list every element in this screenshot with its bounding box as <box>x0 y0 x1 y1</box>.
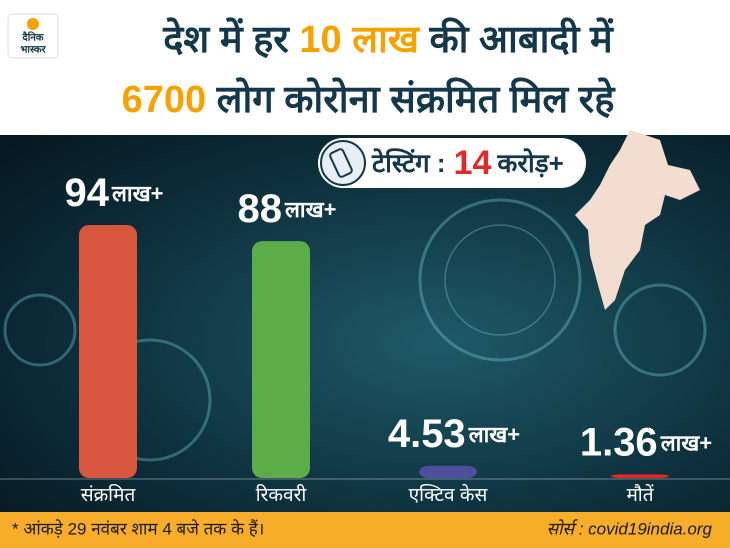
logo-line2: भास्कर <box>20 45 46 56</box>
title-line-2: 6700 लोग कोरोना संक्रमित मिल रहे <box>122 77 617 121</box>
india-map <box>575 130 700 310</box>
value-label: 4.53 लाख+ <box>388 411 520 455</box>
logo: दैनिक भास्कर <box>7 13 59 59</box>
testing-unit: करोड़+ <box>496 148 563 178</box>
title-part: देश में हर <box>162 17 299 61</box>
title-highlight: 10 लाख <box>299 19 420 61</box>
header-bg <box>0 0 730 135</box>
title-highlight: 6700 <box>122 79 207 121</box>
bar <box>79 225 137 478</box>
title-part: लोग कोरोना संक्रमित मिल रहे <box>206 77 616 121</box>
category-label: संक्रमित <box>81 483 137 506</box>
footer-bg <box>0 512 730 548</box>
value-unit: लाख+ <box>111 181 163 206</box>
value-label: 94 लाख+ <box>65 171 164 215</box>
value-label: 1.36 लाख+ <box>580 420 712 464</box>
testing-label: टेस्टिंग : <box>371 148 446 178</box>
category-label: एक्टिव केस <box>409 483 489 506</box>
bar <box>252 241 310 478</box>
title-line-1: देश में हर 10 लाख की आबादी में <box>162 17 614 61</box>
value-label: 88 लाख+ <box>238 187 337 231</box>
plot: 94 लाख+संक्रमित88 लाख+रिकवरी4.53 लाख+एक्टिव… <box>65 171 713 506</box>
value-number: 94 <box>65 171 110 215</box>
value-unit: लाख+ <box>660 430 712 455</box>
value-number: 4.53 <box>388 411 466 455</box>
value-unit: लाख+ <box>284 197 336 222</box>
value-number: 88 <box>238 187 283 231</box>
title-part: की आबादी में <box>419 17 614 61</box>
value-unit: लाख+ <box>468 422 520 447</box>
testing-badge: टेस्टिंग : 14 करोड़+ <box>318 138 586 188</box>
testing-value: 14 <box>454 144 492 182</box>
category-label: मौतें <box>626 483 654 506</box>
logo-line1: दैनिक <box>21 31 44 44</box>
category-label: रिकवरी <box>256 483 308 506</box>
testing-badge-text: टेस्टिंग : 14 करोड़+ <box>371 144 564 182</box>
bar <box>611 474 669 478</box>
value-number: 1.36 <box>580 420 658 464</box>
source: सोर्स : covid19india.org <box>547 518 713 538</box>
footnote: * आंकड़े 29 नवंबर शाम 4 बजे तक के हैं। <box>12 518 264 538</box>
bar <box>419 465 477 478</box>
